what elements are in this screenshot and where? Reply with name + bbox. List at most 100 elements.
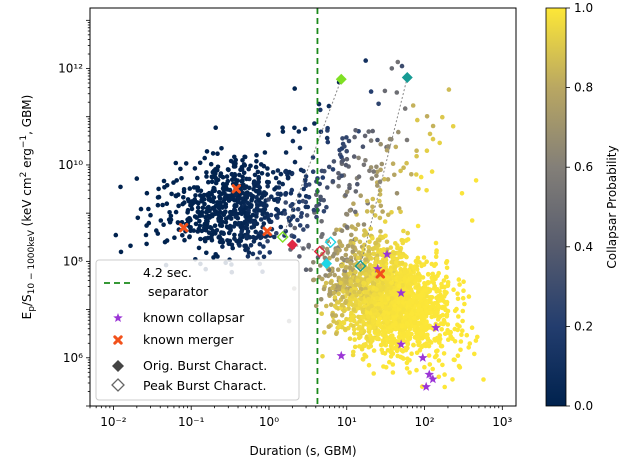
grb-point xyxy=(415,339,421,344)
grb-point xyxy=(367,324,372,330)
grb-point xyxy=(374,336,380,342)
grb-point xyxy=(352,134,357,140)
known-merger-marker xyxy=(178,222,189,233)
grb-point xyxy=(404,160,409,166)
grb-point xyxy=(371,251,376,256)
grb-point xyxy=(249,225,254,230)
grb-point xyxy=(266,217,272,222)
grb-point xyxy=(227,238,233,244)
grb-point xyxy=(244,222,250,228)
grb-point xyxy=(301,186,307,192)
grb-point xyxy=(283,191,288,197)
colorbar-tick-label: 0.0 xyxy=(574,399,593,413)
grb-point xyxy=(318,107,323,113)
grb-point xyxy=(385,177,391,182)
grb-point xyxy=(326,103,332,109)
grb-point xyxy=(435,287,440,292)
colorbar-label: Collapsar Probability xyxy=(605,145,619,268)
grb-point xyxy=(347,336,353,342)
grb-point xyxy=(384,247,390,252)
known-merger-marker xyxy=(375,269,385,279)
grb-point xyxy=(187,234,192,240)
grb-point xyxy=(232,232,237,238)
grb-point xyxy=(435,348,440,354)
grb-point xyxy=(228,216,234,221)
grb-point xyxy=(444,259,450,264)
grb-point xyxy=(248,204,254,209)
grb-point xyxy=(296,199,302,205)
grb-point xyxy=(176,203,181,209)
grb-point xyxy=(220,244,225,249)
grb-point xyxy=(469,218,475,223)
grb-point xyxy=(389,295,395,301)
grb-point xyxy=(437,140,443,146)
grb-point xyxy=(288,203,294,209)
grb-point xyxy=(330,253,336,259)
grb-point xyxy=(341,320,347,326)
grb-point xyxy=(206,190,212,196)
grb-point xyxy=(394,348,400,354)
grb-point xyxy=(379,161,385,167)
grb-point xyxy=(389,260,394,265)
grb-point xyxy=(285,175,291,180)
grb-point xyxy=(377,238,382,243)
grb-point xyxy=(425,281,431,286)
grb-point xyxy=(200,205,206,210)
grb-point xyxy=(344,279,349,284)
grb-point xyxy=(204,149,210,154)
grb-point xyxy=(203,236,209,242)
grb-point xyxy=(272,234,277,240)
grb-point xyxy=(239,211,245,217)
grb-point xyxy=(164,238,170,243)
grb-point xyxy=(432,336,437,342)
grb-point xyxy=(384,289,390,295)
grb-point xyxy=(419,344,424,350)
grb-point xyxy=(219,146,224,151)
grb-point xyxy=(353,269,358,275)
grb-point xyxy=(214,178,219,183)
grb-point xyxy=(323,273,328,278)
grb-point xyxy=(371,348,377,353)
grb-point xyxy=(411,294,416,299)
grb-point xyxy=(180,201,185,207)
grb-point xyxy=(207,215,212,220)
grb-point xyxy=(424,148,430,153)
grb-point xyxy=(390,322,396,328)
grb-point xyxy=(318,297,324,302)
grb-point xyxy=(203,214,208,220)
grb-point xyxy=(239,196,245,201)
grb-point xyxy=(430,271,436,277)
grb-point xyxy=(215,254,220,259)
grb-point xyxy=(427,287,433,293)
grb-point xyxy=(332,231,337,236)
grb-point xyxy=(241,170,247,176)
grb-point xyxy=(336,183,341,189)
grb-point xyxy=(414,153,419,159)
grb-point xyxy=(398,273,404,279)
grb-point xyxy=(437,333,443,338)
grb-point xyxy=(210,205,216,211)
grb-point xyxy=(330,312,335,318)
grb-point xyxy=(311,207,317,213)
grb-point xyxy=(256,179,262,185)
grb-point xyxy=(325,185,330,190)
grb-point xyxy=(160,202,165,208)
grb-point xyxy=(262,192,267,198)
grb-point xyxy=(251,181,257,186)
grb-point xyxy=(188,228,193,233)
grb-point xyxy=(245,246,250,251)
grb-point xyxy=(206,179,211,185)
grb-point xyxy=(445,308,451,314)
grb-point xyxy=(280,129,286,134)
grb-point xyxy=(348,261,354,266)
grb-point xyxy=(265,238,270,244)
grb-point xyxy=(389,337,395,343)
grb-point xyxy=(383,257,389,263)
grb-point xyxy=(113,232,119,238)
grb-point xyxy=(161,222,166,227)
grb-point xyxy=(311,277,317,283)
grb-point xyxy=(302,126,308,132)
grb-point xyxy=(318,129,324,135)
grb-point xyxy=(343,265,349,271)
grb-point xyxy=(195,205,201,210)
